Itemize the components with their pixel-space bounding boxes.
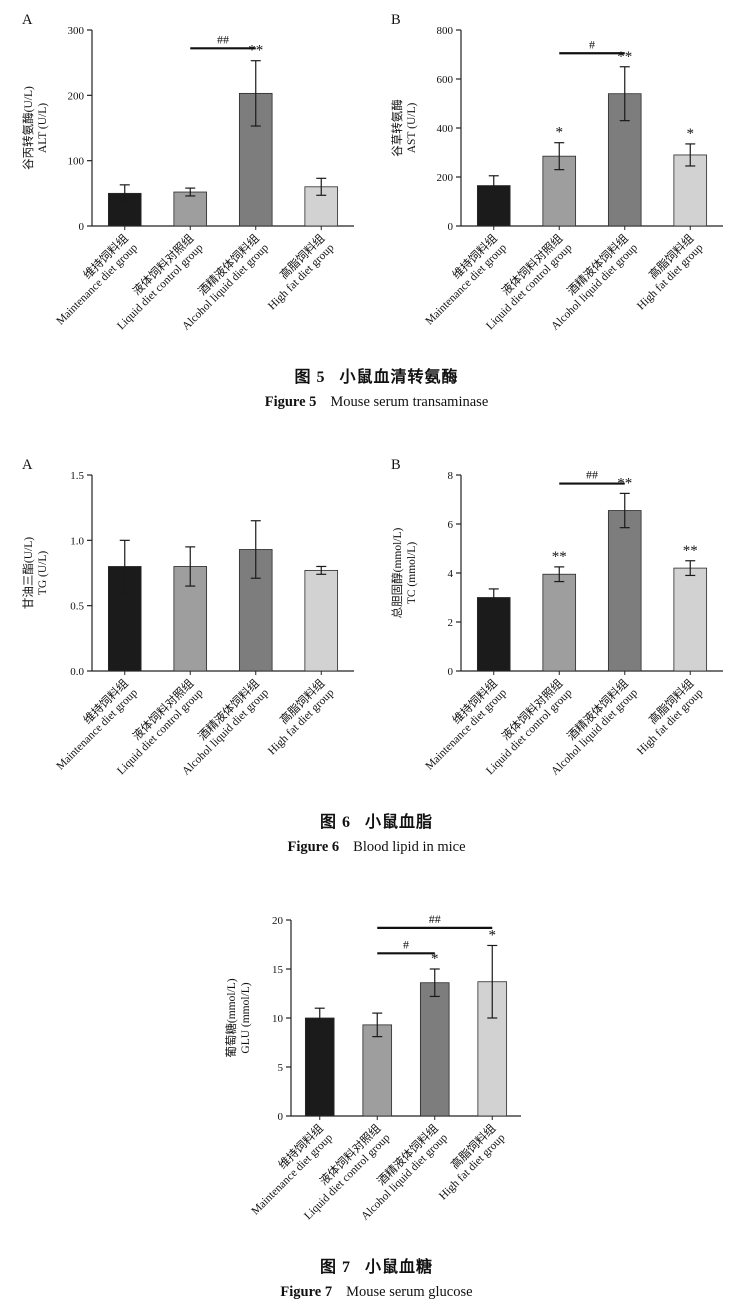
panel-label: A <box>22 457 33 473</box>
figure-6-block: A 甘油三酯(U/L) TG (U/L) 0.0 0.5 1.0 1.5 维持饲料组Maint… <box>16 451 737 856</box>
figure-7-panels: 葡萄糖(mmol/L) GLU (mmol/L) 0 5 10 15 20 维持饲料组Main… <box>16 896 737 1253</box>
figure5-caption-en-number: Figure 5 <box>264 394 317 410</box>
panel-label: B <box>391 457 401 473</box>
svg-text:高脂饲料组High fat diet group: 高脂饲料组High fat diet group <box>624 231 706 313</box>
significance-marker: ** <box>552 549 567 565</box>
figure7-caption-zh: 图 7 小鼠血糖 <box>16 1253 737 1277</box>
bar-chart-svg: 葡萄糖(mmol/L) GLU (mmol/L)05101520维持饲料组Main… <box>224 912 521 1223</box>
svg-text:高脂饲料组High fat diet group: 高脂饲料组High fat diet group <box>255 676 337 758</box>
y-tick-label: 300 <box>68 25 85 37</box>
y-tick-label: 20 <box>272 915 284 927</box>
bar <box>173 191 208 227</box>
y-axis-label: 甘油三酯(U/L) TG (U/L) <box>21 537 49 609</box>
figure7-caption-en: Figure 7 Mouse serum glucose <box>16 1284 737 1301</box>
bar <box>673 154 708 227</box>
y-tick-label: 15 <box>272 964 284 976</box>
figure5-caption-zh: 图 5 小鼠血清转氨酶 <box>16 363 737 387</box>
x-tick-label: 高脂饲料组High fat diet group <box>255 676 337 758</box>
bar <box>419 982 450 1117</box>
y-tick-label: 100 <box>68 156 85 168</box>
significance-label: ## <box>217 32 229 46</box>
y-tick-label: 10 <box>272 1013 284 1025</box>
figure-5-panels: A 谷丙转氨酶(U/L) ALT (U/L) 0 100 200 300 维持饲料组Maint… <box>16 6 737 363</box>
bar <box>304 569 339 672</box>
y-tick-label: 0 <box>448 221 454 233</box>
y-tick-label: 5 <box>277 1062 283 1074</box>
y-tick-label: 1.0 <box>70 535 84 547</box>
bar <box>542 573 577 672</box>
bar <box>607 510 642 672</box>
figure5-panel-b-chart: B 谷草转氨酶 AST (U/L) 0 200 400 600 800 维持饲料组Mainten… <box>385 6 737 363</box>
y-tick-label: 0 <box>277 1111 283 1123</box>
x-tick-label: 高脂饲料组High fat diet group <box>624 231 706 313</box>
figure6-caption-zh-number: 图 6 <box>319 814 351 831</box>
significance-marker: * <box>488 927 496 943</box>
bar <box>476 597 511 672</box>
y-tick-label: 400 <box>437 123 454 135</box>
y-tick-label: 200 <box>437 172 454 184</box>
x-tick-label: 高脂饲料组High fat diet group <box>624 676 706 758</box>
significance-marker: ** <box>248 43 263 59</box>
y-tick-label: 200 <box>68 90 85 102</box>
y-tick-label: 0.5 <box>70 601 84 613</box>
y-tick-label: 6 <box>448 519 454 531</box>
y-tick-label: 0 <box>448 666 454 678</box>
figure6-caption-en-number: Figure 6 <box>287 839 340 855</box>
figure6-caption-zh-text: 小鼠血脂 <box>365 814 434 831</box>
bar <box>361 1024 392 1117</box>
significance-marker: * <box>431 951 439 967</box>
figure6-caption-en-text: Blood lipid in mice <box>353 839 466 855</box>
y-tick-label: 8 <box>448 470 454 482</box>
y-tick-label: 0.0 <box>70 666 84 678</box>
significance-label: # <box>589 37 595 51</box>
significance-label: # <box>403 937 409 951</box>
figure5-caption-en: Figure 5 Mouse serum transaminase <box>16 394 737 411</box>
y-axis-label: 葡萄糖(mmol/L) GLU (mmol/L) <box>224 978 252 1057</box>
x-tick-label: 高脂饲料组High fat diet group <box>255 231 337 313</box>
significance-label: ## <box>586 468 598 482</box>
y-tick-label: 800 <box>437 25 454 37</box>
significance-marker: * <box>687 126 695 142</box>
figure5-caption-en-text: Mouse serum transaminase <box>330 394 489 410</box>
y-axis-label: 谷丙转氨酶(U/L) ALT (U/L) <box>21 86 49 170</box>
y-axis-label: 总胆固醇(mmol/L) TC (mmol/L) <box>390 527 418 618</box>
figure5-caption-zh-number: 图 5 <box>294 369 326 386</box>
figure7-caption-en-text: Mouse serum glucose <box>346 1284 473 1300</box>
y-tick-label: 1.5 <box>70 470 84 482</box>
figure6-panel-b-chart: B 总胆固醇(mmol/L) TC (mmol/L) 0 2 4 6 8 维持饲料组Mainte… <box>385 451 737 808</box>
figure5-panel-a-chart: A 谷丙转氨酶(U/L) ALT (U/L) 0 100 200 300 维持饲料组Maint… <box>16 6 368 363</box>
figure7-chart: 葡萄糖(mmol/L) GLU (mmol/L) 0 5 10 15 20 维持饲料组Main… <box>219 896 535 1253</box>
figure7-caption-en-number: Figure 7 <box>280 1284 333 1300</box>
significance-marker: * <box>556 125 564 141</box>
figure-5-block: A 谷丙转氨酶(U/L) ALT (U/L) 0 100 200 300 维持饲料组Maint… <box>16 6 737 411</box>
y-tick-label: 0 <box>79 221 85 233</box>
y-tick-label: 4 <box>448 568 454 580</box>
figure6-caption-zh: 图 6 小鼠血脂 <box>16 808 737 832</box>
figure6-panel-a-chart: A 甘油三酯(U/L) TG (U/L) 0.0 0.5 1.0 1.5 维持饲料组Maint… <box>16 451 368 808</box>
y-tick-label: 2 <box>448 617 454 629</box>
figure-6-panels: A 甘油三酯(U/L) TG (U/L) 0.0 0.5 1.0 1.5 维持饲料组Maint… <box>16 451 737 808</box>
figure7-caption-zh-text: 小鼠血糖 <box>365 1259 434 1276</box>
svg-text:高脂饲料组High fat diet group: 高脂饲料组High fat diet group <box>624 676 706 758</box>
bar <box>304 1017 335 1117</box>
significance-label: ## <box>428 912 440 926</box>
y-tick-label: 600 <box>437 74 454 86</box>
significance-marker: ** <box>683 543 698 559</box>
figure-7-block: 葡萄糖(mmol/L) GLU (mmol/L) 0 5 10 15 20 维持饲料组Main… <box>16 896 737 1301</box>
y-axis-label: 谷草转氨酶 AST (U/L) <box>390 99 418 157</box>
significance-marker: ** <box>617 49 632 65</box>
figure5-caption-zh-text: 小鼠血清转氨酶 <box>339 369 459 386</box>
figure7-caption-zh-number: 图 7 <box>319 1259 351 1276</box>
svg-text:高脂饲料组High fat diet group: 高脂饲料组High fat diet group <box>255 231 337 313</box>
figure6-caption-en: Figure 6 Blood lipid in mice <box>16 839 737 856</box>
bar <box>673 567 708 672</box>
panel-label: A <box>22 12 33 28</box>
panel-label: B <box>391 12 401 28</box>
